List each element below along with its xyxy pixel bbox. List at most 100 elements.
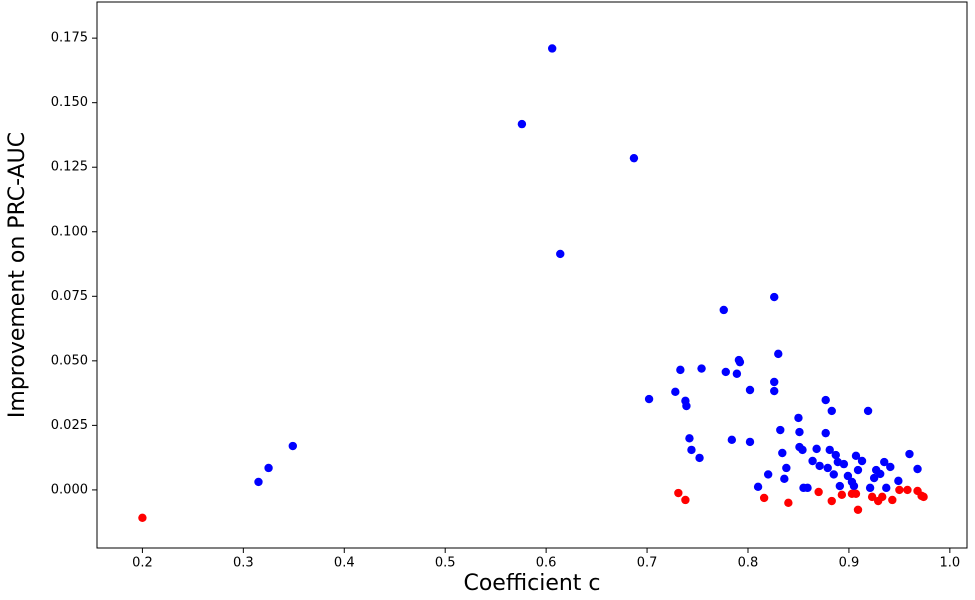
plot-frame xyxy=(96,1,968,549)
point xyxy=(770,292,779,302)
point xyxy=(681,495,690,505)
point xyxy=(821,428,830,438)
point xyxy=(697,364,706,373)
point xyxy=(695,453,704,463)
point xyxy=(774,349,783,359)
point xyxy=(254,477,263,487)
point xyxy=(867,492,877,502)
point xyxy=(825,445,834,455)
x-tick-label: 0.7 xyxy=(637,556,658,571)
point xyxy=(829,470,838,479)
x-tick-label: 0.9 xyxy=(839,556,860,571)
point xyxy=(803,483,812,493)
point xyxy=(727,435,737,445)
point xyxy=(837,490,847,500)
x-tick-label: 0.2 xyxy=(132,556,153,571)
point xyxy=(687,445,696,455)
point xyxy=(814,487,823,497)
point xyxy=(835,481,845,491)
point xyxy=(778,448,787,458)
point xyxy=(869,473,879,483)
point xyxy=(780,474,789,484)
point xyxy=(671,387,680,397)
y-tick-label: 0.175 xyxy=(51,31,88,46)
point xyxy=(721,367,730,377)
x-tick-label: 0.5 xyxy=(435,556,456,571)
point xyxy=(644,394,654,404)
point xyxy=(853,465,863,475)
point xyxy=(763,470,773,479)
point xyxy=(288,441,298,451)
point xyxy=(745,437,755,447)
x-tick-label: 1.0 xyxy=(939,556,960,571)
point xyxy=(831,450,840,460)
point xyxy=(903,485,912,495)
x-axis-title: Coefficient c xyxy=(463,571,600,596)
point xyxy=(732,369,742,378)
point xyxy=(876,469,885,479)
point xyxy=(770,386,779,396)
point xyxy=(888,495,897,505)
point xyxy=(913,464,922,474)
y-axis-title: Improvement on PRC-AUC xyxy=(5,132,30,418)
point xyxy=(882,483,891,493)
point xyxy=(719,305,728,315)
point xyxy=(685,434,694,443)
point xyxy=(776,425,785,435)
point xyxy=(919,492,928,502)
point xyxy=(735,357,745,367)
point xyxy=(843,471,853,481)
point xyxy=(795,427,804,437)
point xyxy=(138,513,147,522)
point xyxy=(886,462,895,472)
y-tick-label: 0.100 xyxy=(51,224,88,239)
point xyxy=(894,476,903,486)
y-tick-label: 0.075 xyxy=(51,289,88,304)
point xyxy=(853,505,863,514)
point xyxy=(823,463,832,473)
y-tick-label: 0.050 xyxy=(51,353,88,368)
point xyxy=(682,401,691,411)
point xyxy=(863,406,873,416)
point xyxy=(857,456,867,466)
point xyxy=(794,413,803,423)
point xyxy=(812,444,821,454)
point xyxy=(827,406,836,416)
x-tick-label: 0.8 xyxy=(738,556,759,571)
point xyxy=(821,395,830,405)
point xyxy=(878,492,887,502)
point xyxy=(851,489,861,498)
point xyxy=(880,457,889,467)
point xyxy=(745,385,755,395)
point xyxy=(517,119,527,129)
point xyxy=(815,461,824,471)
point xyxy=(547,44,557,53)
point xyxy=(849,481,859,491)
point xyxy=(784,498,793,508)
point xyxy=(264,463,273,473)
point xyxy=(759,493,769,503)
point xyxy=(827,496,836,506)
y-tick-label: 0.000 xyxy=(51,482,88,497)
y-tick-label: 0.025 xyxy=(51,418,88,433)
x-tick-label: 0.3 xyxy=(233,556,254,571)
point xyxy=(629,153,639,163)
point xyxy=(798,445,807,455)
point xyxy=(808,456,817,466)
point xyxy=(905,449,914,459)
point xyxy=(895,485,904,495)
point xyxy=(851,451,861,461)
point xyxy=(782,463,791,473)
point xyxy=(865,483,875,493)
point xyxy=(676,365,685,375)
point xyxy=(770,377,779,387)
point xyxy=(674,488,683,498)
y-tick-label: 0.125 xyxy=(51,160,88,175)
y-tick-label: 0.150 xyxy=(51,95,88,110)
point xyxy=(753,482,763,492)
x-tick-label: 0.6 xyxy=(536,556,557,571)
point xyxy=(556,249,565,259)
x-tick-label: 0.4 xyxy=(334,556,355,571)
point xyxy=(839,459,849,469)
